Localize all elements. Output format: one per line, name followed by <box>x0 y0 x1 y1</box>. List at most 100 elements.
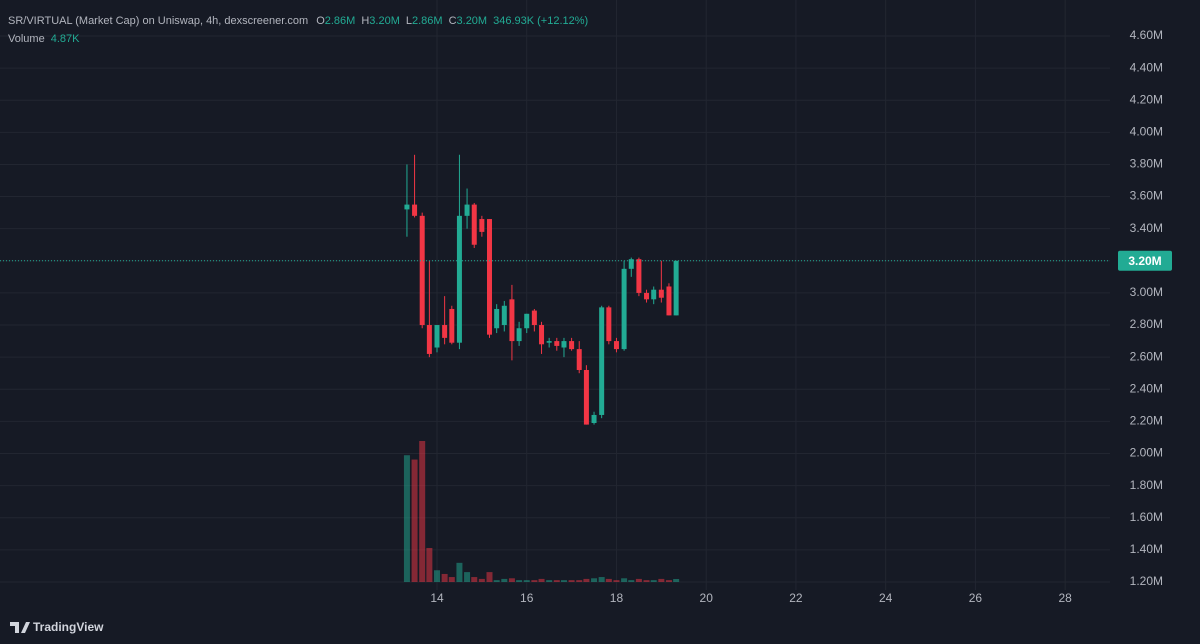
volume-bar <box>635 578 642 582</box>
y-tick-label: 2.00M <box>1130 446 1163 460</box>
ohlc-legend: O2.86M H3.20M L2.86M C3.20M 346.93K (+12.12%… <box>316 15 588 27</box>
candle-body <box>546 341 552 343</box>
candle-body <box>426 325 432 354</box>
volume-layer <box>403 441 680 582</box>
y-tick-label: 4.00M <box>1130 124 1163 138</box>
x-tick-label: 26 <box>969 591 983 605</box>
volume-bar <box>523 580 530 582</box>
x-tick-label: 28 <box>1058 591 1072 605</box>
y-tick-label: 2.80M <box>1130 317 1163 331</box>
volume-bar <box>628 580 635 582</box>
legend-value: 3.20M <box>369 15 400 27</box>
candle-body <box>651 289 657 300</box>
volume-bar <box>583 578 590 582</box>
candle-body <box>576 349 582 370</box>
footer-text: TradingView <box>33 620 104 634</box>
candle-body <box>501 305 507 326</box>
legend-key: C <box>449 15 457 27</box>
y-tick-label: 4.40M <box>1130 60 1163 74</box>
volume-bar <box>538 578 545 582</box>
candle-layer <box>404 154 679 425</box>
legend-value: 2.86M <box>325 15 356 27</box>
candle-body <box>539 325 545 345</box>
legend-key: H <box>361 15 369 27</box>
candle-body <box>621 268 627 350</box>
volume-bar <box>591 578 598 582</box>
volume-bar <box>411 459 418 582</box>
volume-bar <box>434 570 441 582</box>
candle-body <box>509 299 515 342</box>
volume-bar <box>426 547 433 582</box>
volume-bar <box>531 580 538 582</box>
candle-body <box>471 204 477 245</box>
x-tick-label: 14 <box>430 591 444 605</box>
candle-body <box>442 325 448 338</box>
y-tick-label: 4.60M <box>1130 28 1163 42</box>
volume-bar <box>650 580 657 582</box>
candle-body <box>494 308 500 329</box>
candle-body <box>644 292 650 300</box>
volume-bar <box>493 580 500 582</box>
candle-body <box>658 289 664 298</box>
candle-body <box>479 219 485 232</box>
y-tick-label: 2.60M <box>1130 349 1163 363</box>
candle-body <box>561 341 567 348</box>
x-tick-label: 20 <box>700 591 714 605</box>
candle-body <box>613 341 619 350</box>
legend-change: 346.93K (+12.12%) <box>493 15 588 27</box>
candle-body <box>419 215 425 326</box>
volume-bar <box>516 580 523 582</box>
volume-bar <box>419 441 426 582</box>
y-tick-label: 2.20M <box>1130 414 1163 428</box>
candle-body <box>554 341 560 346</box>
volume-bar <box>598 577 605 582</box>
candle-body <box>464 204 470 216</box>
y-tick-label: 1.60M <box>1130 510 1163 524</box>
candle-body <box>583 369 589 425</box>
legend-value: 3.20M <box>457 15 488 27</box>
volume-bar <box>560 580 567 582</box>
axes: 1.20M 1.40M 1.60M 1.80M 2.00M 2.20M 2.40M 2.60M… <box>0 28 1172 605</box>
volume-bar <box>471 577 478 582</box>
candle-body <box>486 219 492 335</box>
volume-bar <box>441 573 448 582</box>
legend-value: 2.86M <box>412 15 443 27</box>
volume-bar <box>508 578 515 582</box>
last-price-tag <box>1118 250 1172 271</box>
volume-bar <box>621 578 628 582</box>
legend-header: SR/VIRTUAL (Market Cap) on Uniswap, 4h, … <box>8 15 588 45</box>
legend-key: O <box>316 15 325 27</box>
legend-value: 4.87K <box>51 33 80 45</box>
candle-body <box>569 341 575 350</box>
x-tick-label: 16 <box>520 591 534 605</box>
chart-title: SR/VIRTUAL (Market Cap) on Uniswap, 4h, … <box>8 15 308 27</box>
candle-body <box>628 259 634 269</box>
candle-body <box>524 313 530 329</box>
y-tick-label: 1.80M <box>1130 478 1163 492</box>
volume-bar <box>613 580 620 582</box>
volume-legend: Volume 4.87K <box>8 33 80 45</box>
candle-body <box>404 204 410 210</box>
candle-body <box>434 325 440 348</box>
volume-bar <box>658 578 665 582</box>
y-tick-label: 4.20M <box>1130 92 1163 106</box>
candle-body <box>666 286 672 316</box>
x-tick-label: 18 <box>610 591 624 605</box>
volume-bar <box>546 580 553 582</box>
volume-bar <box>673 578 680 582</box>
volume-bar <box>576 580 583 582</box>
candle-body <box>412 204 418 216</box>
x-tick-label: 22 <box>789 591 803 605</box>
volume-bar <box>501 578 508 582</box>
last-price-label: 3.20M <box>1128 254 1161 268</box>
candle-body <box>599 307 605 415</box>
logo-icon <box>10 622 30 633</box>
volume-bar <box>456 562 463 582</box>
candle-body <box>673 260 679 316</box>
volume-bar <box>478 578 485 582</box>
x-tick-label: 24 <box>879 591 893 605</box>
legend-key: Volume <box>8 33 45 45</box>
candle-body <box>516 328 522 342</box>
y-tick-label: 3.40M <box>1130 221 1163 235</box>
